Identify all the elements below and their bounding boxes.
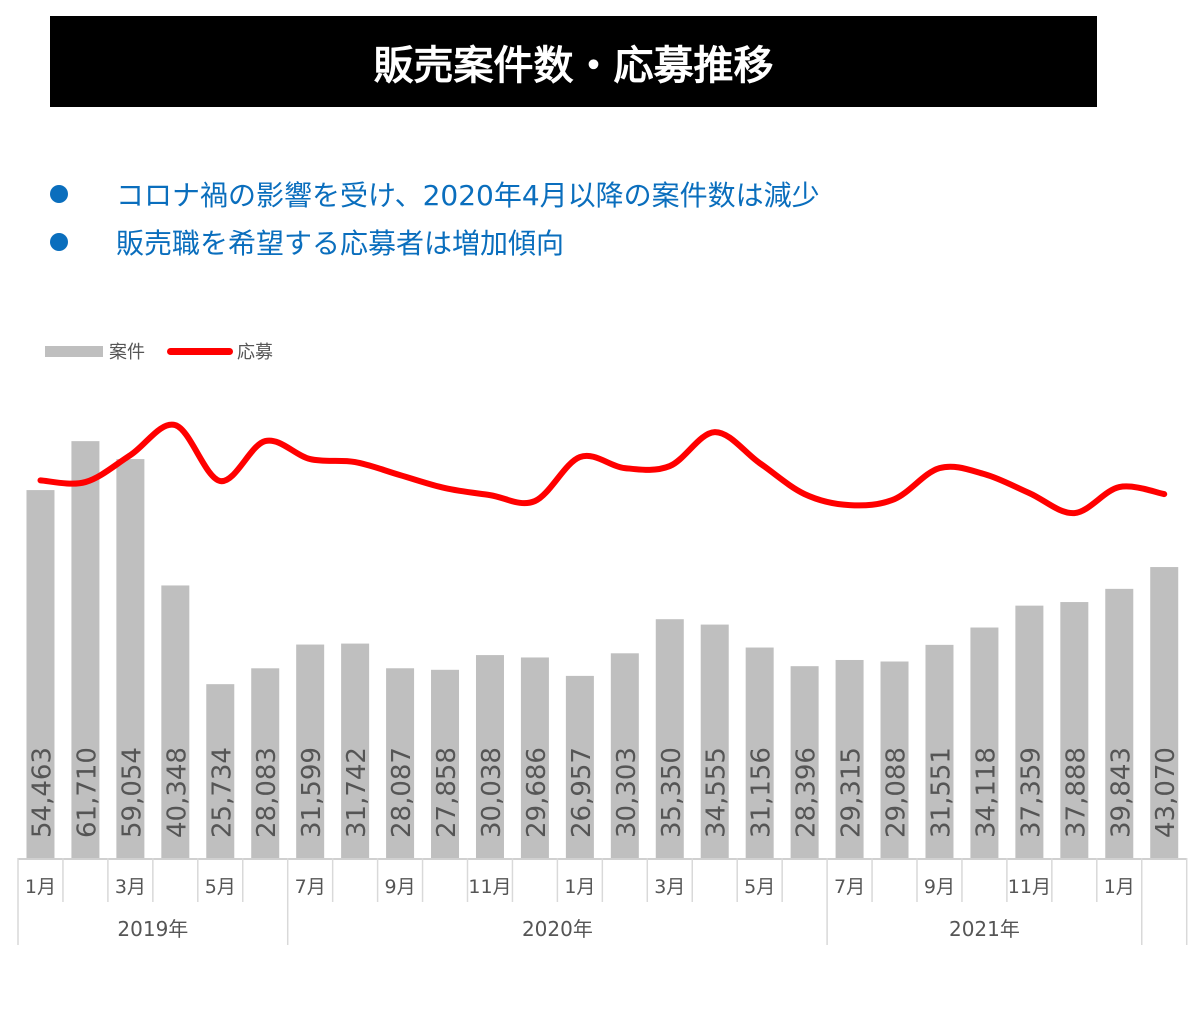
- bar-value-label: 29,315: [837, 747, 867, 838]
- bar-value-label: 34,555: [702, 747, 732, 838]
- month-label: 1月: [564, 876, 595, 898]
- bar: [1015, 605, 1044, 858]
- bar: [655, 619, 684, 858]
- bar: [161, 585, 190, 858]
- bar: [835, 659, 864, 858]
- bar: [116, 459, 145, 858]
- bullet-list: コロナ禍の影響を受け、2020年4月以降の案件数は減少 販売職を希望する応募者は…: [50, 170, 820, 266]
- bar: [925, 644, 954, 858]
- bar-value-label: 28,087: [387, 747, 417, 838]
- bar: [610, 653, 639, 858]
- bullet-text: コロナ禍の影響を受け、2020年4月以降の案件数は減少: [116, 179, 820, 212]
- bar-value-label: 28,083: [252, 747, 282, 838]
- bar-value-label: 31,551: [926, 747, 956, 838]
- bar: [745, 647, 774, 858]
- legend-bar-swatch: [45, 345, 103, 357]
- bar-value-label: 34,118: [971, 747, 1001, 838]
- bar: [790, 666, 819, 858]
- year-label: 2020年: [522, 917, 593, 941]
- bullet-item: コロナ禍の影響を受け、2020年4月以降の案件数は減少: [50, 170, 820, 218]
- bar: [26, 490, 55, 858]
- bar: [386, 668, 415, 858]
- month-label: 7月: [834, 876, 865, 898]
- bullet-dot-icon: [50, 233, 68, 251]
- bar-value-label: 31,742: [342, 747, 372, 838]
- bar-value-label: 43,070: [1151, 747, 1181, 838]
- bar: [700, 624, 729, 858]
- bar: [520, 657, 549, 858]
- bullet-dot-icon: [50, 185, 68, 203]
- bar: [431, 669, 460, 858]
- bar: [341, 643, 370, 858]
- month-label: 9月: [385, 876, 416, 898]
- legend-label-line: 応募: [237, 342, 273, 363]
- bar: [296, 644, 325, 858]
- bar-value-label: 31,599: [297, 747, 327, 838]
- bar: [1150, 567, 1179, 858]
- bar-value-label: 40,348: [162, 747, 192, 838]
- month-label: 5月: [744, 876, 775, 898]
- month-label: 1月: [25, 876, 56, 898]
- year-label: 2021年: [949, 917, 1020, 941]
- bar: [475, 655, 504, 858]
- month-label: 11月: [1008, 876, 1051, 898]
- bar-value-label: 61,710: [72, 747, 102, 838]
- bar-value-label: 37,359: [1016, 747, 1046, 838]
- bar-value-label: 27,858: [432, 747, 462, 838]
- bar: [1105, 588, 1134, 858]
- bar-value-label: 30,303: [612, 747, 642, 838]
- bar-value-label: 35,350: [657, 747, 687, 838]
- month-label: 3月: [115, 876, 146, 898]
- bar-value-label: 59,054: [117, 747, 147, 838]
- month-label: 7月: [295, 876, 326, 898]
- bar-value-label: 30,038: [477, 747, 507, 838]
- bar-value-label: 31,156: [747, 747, 777, 838]
- bar-value-label: 39,843: [1106, 747, 1136, 838]
- bar: [251, 668, 280, 858]
- bar-value-label: 37,888: [1061, 747, 1091, 838]
- month-label: 3月: [654, 876, 685, 898]
- bar-value-label: 54,463: [27, 747, 57, 838]
- legend-line-swatch: [167, 347, 233, 355]
- bullet-item: 販売職を希望する応募者は増加傾向: [50, 218, 820, 266]
- month-label: 5月: [205, 876, 236, 898]
- bar: [206, 684, 235, 858]
- month-label: 11月: [468, 876, 511, 898]
- bullet-text: 販売職を希望する応募者は増加傾向: [116, 227, 565, 260]
- chart-legend: 案件 応募: [45, 338, 273, 364]
- bar-value-label: 28,396: [792, 747, 822, 838]
- month-label: 1月: [1104, 876, 1135, 898]
- bar: [970, 627, 999, 858]
- bar: [1060, 602, 1089, 858]
- month-label: 9月: [924, 876, 955, 898]
- bar-value-label: 29,088: [882, 747, 912, 838]
- legend-label-bar: 案件: [109, 342, 145, 363]
- page-title: 販売案件数・応募推移: [50, 16, 1097, 107]
- bar: [880, 661, 909, 858]
- bar-value-label: 25,734: [207, 747, 237, 838]
- line-series-oubo: [37, 421, 1168, 517]
- bar: [565, 675, 594, 858]
- bar: [71, 441, 100, 858]
- year-label: 2019年: [117, 917, 188, 941]
- bar-value-label: 26,957: [567, 747, 597, 838]
- bar-value-label: 29,686: [522, 747, 552, 838]
